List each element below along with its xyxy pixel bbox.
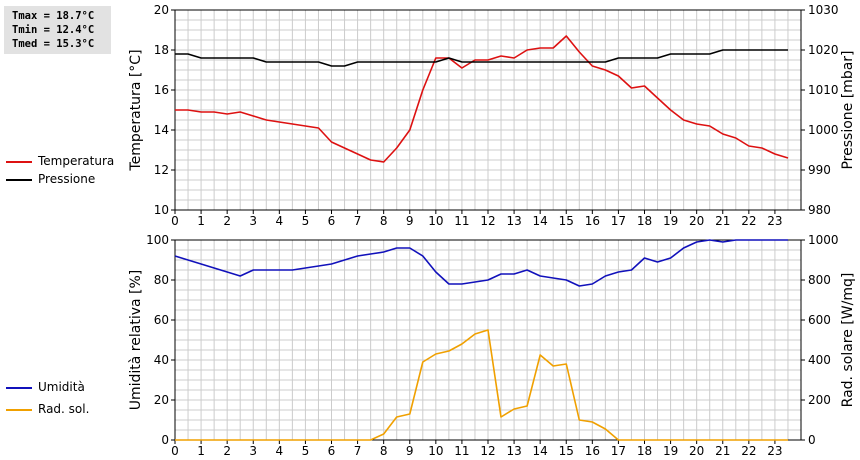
chart1-y-tick-label: 10 — [154, 203, 169, 217]
chart2-x-tick-label: 20 — [689, 444, 704, 458]
legend-label-pressione: Pressione — [38, 172, 96, 186]
legend-swatch-umidita — [6, 387, 32, 389]
chart1-y-tick-label: 20 — [154, 3, 169, 17]
chart1-x-tick-label: 7 — [354, 214, 362, 228]
chart1-y2-tick-label: 1030 — [808, 3, 839, 17]
chart1-y2-tick-label: 1000 — [808, 123, 839, 137]
chart1-x-tick-label: 18 — [637, 214, 652, 228]
chart2-x-tick-label: 22 — [741, 444, 756, 458]
chart2-x-tick-label: 5 — [302, 444, 310, 458]
chart2-x-tick-label: 1 — [197, 444, 205, 458]
legend-swatch-pressione — [6, 179, 32, 181]
chart2-x-tick-label: 3 — [249, 444, 257, 458]
chart2-y2-tick-label: 1000 — [808, 233, 839, 247]
chart2-y-tick-label: 80 — [154, 273, 169, 287]
chart1-y2-tick-label: 1010 — [808, 83, 839, 97]
chart2-x-tick-label: 7 — [354, 444, 362, 458]
chart1-x-tick-label: 21 — [715, 214, 730, 228]
chart2-y-tick-label: 20 — [154, 393, 169, 407]
chart1-x-tick-label: 15 — [559, 214, 574, 228]
chart2-x-tick-label: 15 — [559, 444, 574, 458]
chart2-x-tick-label: 12 — [480, 444, 495, 458]
chart1-y2label: Pressione [mbar] — [840, 50, 856, 169]
chart1-y-tick-label: 14 — [154, 123, 169, 137]
chart1-x-tick-label: 13 — [506, 214, 521, 228]
chart2-x-tick-label: 23 — [767, 444, 782, 458]
chart2-y-tick-label: 0 — [161, 433, 169, 447]
chart1-x-tick-label: 6 — [328, 214, 336, 228]
chart2-x-tick-label: 13 — [506, 444, 521, 458]
series-temperatura-line — [175, 35, 789, 163]
legend-label-temperatura: Temperatura — [38, 154, 115, 168]
chart2-x-tick-label: 9 — [406, 444, 414, 458]
chart1-x-tick-label: 12 — [480, 214, 495, 228]
chart2-y2-tick-label: 200 — [808, 393, 831, 407]
legend-swatch-temperatura — [6, 161, 32, 163]
chart2-x-tick-label: 4 — [276, 444, 284, 458]
chart1-y2-tick-label: 990 — [808, 163, 831, 177]
chart1-x-tick-label: 8 — [380, 214, 388, 228]
series-pressione-line — [175, 49, 788, 67]
chart2-y-tick-label: 40 — [154, 353, 169, 367]
chart2-x-tick-label: 19 — [663, 444, 678, 458]
chart1-x-tick-label: 5 — [302, 214, 310, 228]
chart2-y2label: Rad. solare [W/mq] — [840, 273, 856, 408]
chart1-x-tick-label: 23 — [767, 214, 782, 228]
chart1-y-tick-label: 16 — [154, 83, 169, 97]
legend-label-rad-sol: Rad. sol. — [38, 402, 90, 416]
stat-tmin: Tmin = 12.4°C — [12, 24, 95, 36]
chart2-y2-tick-label: 800 — [808, 273, 831, 287]
chart1-x-tick-label: 14 — [533, 214, 548, 228]
chart2-y2-tick-label: 600 — [808, 313, 831, 327]
chart1-x-tick-label: 19 — [663, 214, 678, 228]
chart1-x-tick-label: 0 — [171, 214, 179, 228]
chart1-y2-tick-label: 980 — [808, 203, 831, 217]
series-rad-sol-line — [175, 329, 788, 441]
stat-tmax: Tmax = 18.7°C — [12, 10, 95, 22]
chart2-x-tick-label: 16 — [585, 444, 600, 458]
chart1-x-tick-label: 2 — [223, 214, 231, 228]
chart2-x-tick-label: 10 — [428, 444, 443, 458]
chart1-x-tick-label: 22 — [741, 214, 756, 228]
chart1-x-tick-label: 4 — [276, 214, 284, 228]
chart1-x-tick-label: 17 — [611, 214, 626, 228]
chart2-y-tick-label: 100 — [146, 233, 169, 247]
chart2-x-tick-label: 8 — [380, 444, 388, 458]
chart1-x-tick-label: 3 — [249, 214, 257, 228]
legend-label-umidita: Umidità — [38, 380, 85, 394]
chart2-x-tick-label: 18 — [637, 444, 652, 458]
chart1-y-tick-label: 12 — [154, 163, 169, 177]
series-umidit-line — [174, 239, 788, 287]
chart2-x-tick-label: 6 — [328, 444, 336, 458]
chart2-ylabel: Umidità relativa [%] — [128, 270, 144, 411]
chart2-x-tick-label: 14 — [533, 444, 548, 458]
chart1-x-tick-label: 1 — [197, 214, 205, 228]
chart2-y2-tick-label: 0 — [808, 433, 816, 447]
chart2-x-tick-label: 0 — [171, 444, 179, 458]
legend-swatch-rad-sol — [6, 409, 32, 411]
chart1-y2-tick-label: 1020 — [808, 43, 839, 57]
chart1-x-tick-label: 16 — [585, 214, 600, 228]
chart1-x-tick-label: 20 — [689, 214, 704, 228]
chart1-x-tick-label: 9 — [406, 214, 414, 228]
chart2-x-tick-label: 21 — [715, 444, 730, 458]
chart1-x-tick-label: 10 — [428, 214, 443, 228]
chart1-x-tick-label: 11 — [454, 214, 469, 228]
chart2-x-tick-label: 2 — [223, 444, 231, 458]
chart1-y-tick-label: 18 — [154, 43, 169, 57]
chart2-x-tick-label: 17 — [611, 444, 626, 458]
chart2-y-tick-label: 60 — [154, 313, 169, 327]
stats-box: Tmax = 18.7°C Tmin = 12.4°C Tmed = 15.3°… — [4, 6, 111, 54]
chart1-ylabel: Temperatura [°C] — [128, 49, 144, 171]
chart2-y2-tick-label: 400 — [808, 353, 831, 367]
chart2-x-tick-label: 11 — [454, 444, 469, 458]
stat-tmed: Tmed = 15.3°C — [12, 38, 95, 50]
